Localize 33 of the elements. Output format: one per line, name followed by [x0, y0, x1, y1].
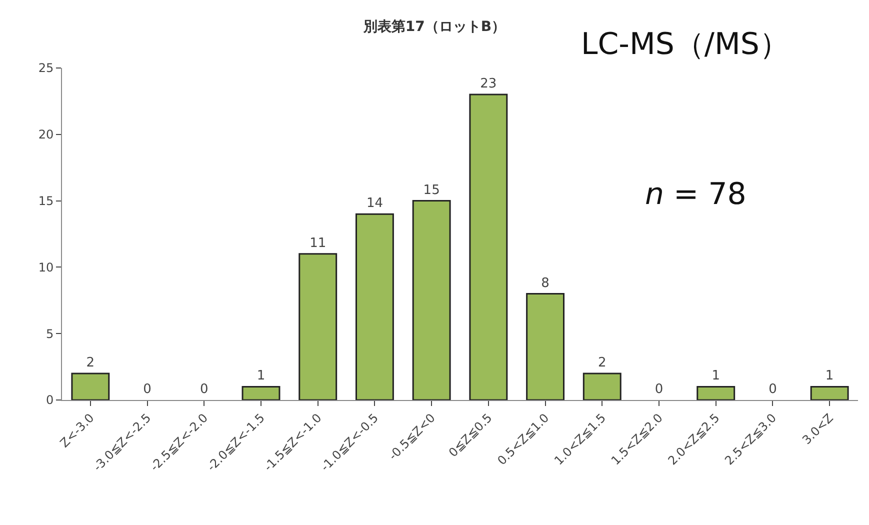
y-tick-label: 15	[38, 194, 54, 208]
y-tick-label: 0	[46, 393, 54, 408]
data-label: 1	[256, 368, 266, 384]
bar	[582, 372, 622, 400]
bar	[696, 386, 736, 400]
bar	[810, 386, 849, 400]
data-label: 2	[598, 355, 606, 370]
bar	[71, 372, 110, 400]
y-tick-label: 5	[46, 326, 54, 341]
annotation: n = 78	[645, 177, 746, 212]
text: LC-MS（/MS）	[581, 27, 790, 62]
data-label: 11	[310, 236, 326, 251]
y-tick-label: 25	[38, 61, 54, 76]
bar	[469, 94, 508, 400]
bar	[242, 386, 280, 400]
bar	[355, 213, 394, 400]
data-label: 0	[200, 382, 208, 397]
data-label: 14	[366, 196, 383, 212]
data-label: 1	[825, 368, 834, 384]
data-label: 23	[480, 76, 497, 92]
data-label: 0	[768, 382, 777, 397]
data-label: 0	[654, 382, 664, 397]
chart-title: 別表第17（ロットB）	[362, 18, 506, 35]
bar	[298, 253, 338, 400]
data-label: 2	[86, 355, 95, 370]
data-label: 0	[143, 382, 152, 397]
data-label: 1	[712, 368, 720, 384]
y-tick-label: 10	[38, 260, 54, 274]
y-tick-label: 20	[38, 128, 54, 142]
data-label: 8	[541, 276, 550, 291]
bar	[526, 293, 565, 400]
bar	[412, 200, 451, 400]
data-label: 15	[423, 182, 440, 198]
